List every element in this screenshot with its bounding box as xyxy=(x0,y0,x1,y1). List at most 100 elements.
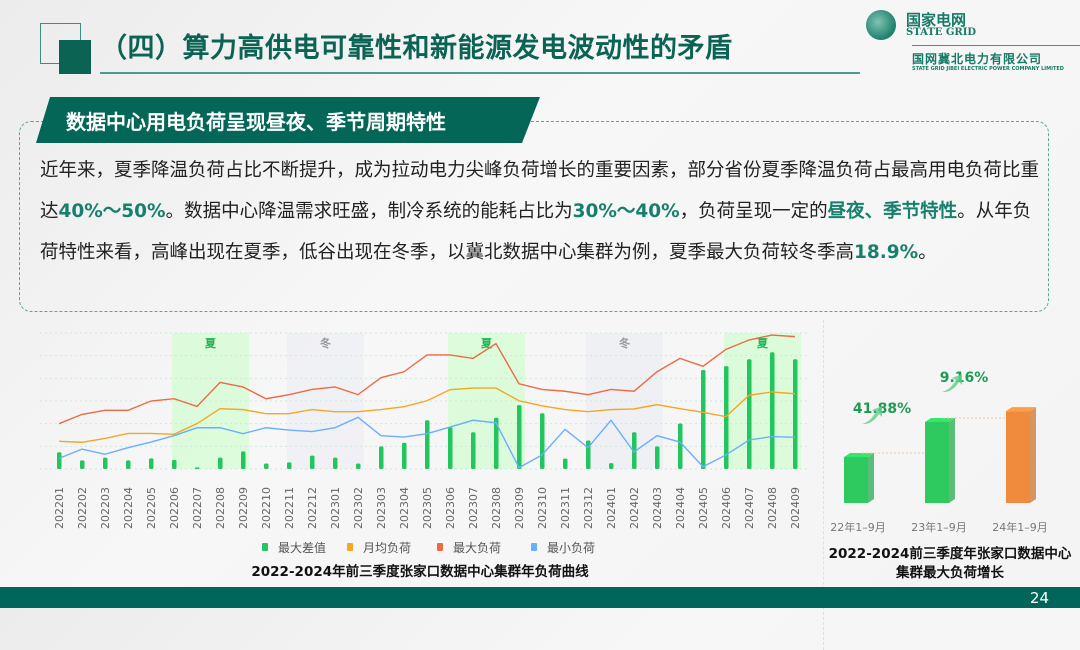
bar-max-diff xyxy=(149,458,154,469)
season-label: 冬 xyxy=(320,336,331,350)
bar-max-diff xyxy=(310,455,315,469)
x-tick-label: 202202 xyxy=(76,487,89,529)
bar-max-diff xyxy=(333,457,338,469)
x-tick-label: 202206 xyxy=(168,487,181,529)
x-tick-label: 202204 xyxy=(122,487,135,529)
paragraph-text: ，负荷呈现一定的 xyxy=(679,201,828,222)
bar-max-diff xyxy=(724,366,729,469)
x-tick-label: 202212 xyxy=(306,487,319,529)
x-tick-label: 202305 xyxy=(421,487,434,529)
bar-max-diff xyxy=(494,417,499,469)
paragraph-text: 。 xyxy=(918,242,937,263)
x-tick-label: 202209 xyxy=(237,487,250,529)
load-curve-chart: 夏 冬 夏 冬 夏 202201 202202 202203 202204 202205 20220… xyxy=(40,332,810,555)
bar-max-diff xyxy=(540,413,545,469)
x-tick-label: 202208 xyxy=(214,487,227,529)
season-label: 夏 xyxy=(757,337,769,350)
x-tick-label: 202407 xyxy=(743,487,756,529)
highlight-text: 40%～50% xyxy=(58,201,166,222)
chart2-title: 2022-2024前三季度年张家口数据中心集群最大负荷增长 xyxy=(828,546,1072,581)
bar-max-diff xyxy=(402,442,407,469)
x-tick-label: 202211 xyxy=(283,487,296,529)
bar-max-diff xyxy=(356,463,361,469)
bar-front xyxy=(925,422,949,503)
x-tick-label: 202303 xyxy=(375,487,388,529)
x-tick-label: 202402 xyxy=(628,487,641,529)
bar-max-diff xyxy=(425,420,430,469)
bar-max-diff xyxy=(218,457,223,469)
bar-front xyxy=(844,457,868,503)
x-tick-label: 202301 xyxy=(329,487,342,529)
bar-side xyxy=(949,418,955,503)
x-tick-label: 24年1–9月 xyxy=(992,520,1048,534)
bar-max-diff xyxy=(57,452,62,469)
bar-max-diff xyxy=(195,467,200,469)
bar-max-diff xyxy=(80,460,85,469)
x-tick-label: 202406 xyxy=(720,487,733,529)
legend-label: 最大差值 xyxy=(278,540,326,555)
logo-divider xyxy=(912,45,1080,46)
x-tick-label: 202311 xyxy=(559,487,572,529)
header-decor-square-filled xyxy=(59,40,91,74)
logo-cn: 国家电网 xyxy=(906,11,967,29)
bar-top xyxy=(1006,407,1036,412)
x-tick-label: 202403 xyxy=(651,487,664,529)
highlight-text: 30%～40% xyxy=(572,201,680,222)
text-box xyxy=(19,121,1049,312)
bar-max-diff xyxy=(655,446,660,469)
bar-max-diff xyxy=(264,463,269,469)
x-tick-label: 202302 xyxy=(352,487,365,529)
legend-swatch xyxy=(437,543,443,551)
x-tick-label: 202405 xyxy=(697,487,710,529)
bar-front xyxy=(1006,411,1030,503)
season-label: 夏 xyxy=(481,337,493,350)
chart-divider xyxy=(823,320,824,650)
growth-arrow-icon xyxy=(862,406,882,425)
section-paragraph: 近年来，夏季降温负荷占比不断提升，成为拉动电力尖峰负荷增长的重要因素，部分省份夏… xyxy=(40,150,1040,273)
bar-max-diff xyxy=(747,359,752,469)
logo-en: STATE GRID xyxy=(906,27,977,38)
x-tick-label: 202401 xyxy=(605,487,618,529)
legend-label: 月均负荷 xyxy=(363,541,411,555)
bar-max-diff xyxy=(172,459,177,469)
bar-max-diff xyxy=(448,427,453,469)
paragraph-text: 。从年负荷特性来看，高峰出现在夏季，低谷出现在冬季，以冀北数据中心集群为例，夏季… xyxy=(40,201,1032,263)
growth-percent: 9.16% xyxy=(940,370,989,386)
line-月均负荷 xyxy=(58,387,796,443)
bar-max-diff xyxy=(379,446,384,469)
legend-label: 最小负荷 xyxy=(547,541,595,555)
page-number: 24 xyxy=(1030,589,1050,607)
x-tick-label: 22年1–9月 xyxy=(830,520,886,534)
line-最小负荷 xyxy=(58,416,796,469)
paragraph-text: 。数据中心降温需求旺盛，制冷系统的能耗占比为 xyxy=(165,201,573,222)
x-tick-label: 202207 xyxy=(191,487,204,529)
bar-side xyxy=(1030,407,1036,503)
bar-top xyxy=(925,418,955,423)
bar-max-diff xyxy=(287,462,292,469)
state-grid-logo-icon xyxy=(866,10,896,40)
x-tick-label: 202310 xyxy=(536,487,549,529)
x-tick-label: 23年1–9月 xyxy=(911,520,967,534)
bar-max-diff xyxy=(770,352,775,469)
bar-max-diff xyxy=(793,359,798,469)
bar-max-diff xyxy=(103,457,108,469)
growth-arrow-icon xyxy=(942,374,962,393)
highlight-text: 18.9% xyxy=(854,242,919,263)
legend-label: 最大负荷 xyxy=(453,541,501,555)
bar-max-diff xyxy=(563,458,568,469)
legend-swatch xyxy=(531,543,537,551)
x-tick-label: 202201 xyxy=(53,487,66,529)
season-label: 夏 xyxy=(205,337,217,350)
x-tick-label: 202210 xyxy=(260,487,273,529)
legend-swatch xyxy=(347,543,353,551)
paragraph-text: 近年来，夏季降温负荷占比不断提升，成为拉动电力尖峰负荷增长的重要因素，部分省份夏… xyxy=(40,160,1040,222)
x-tick-label: 202307 xyxy=(467,487,480,529)
logo-company-en: STATE GRID JIBEI ELECTRIC POWER COMPANY … xyxy=(912,66,1064,72)
logo-company: 国网冀北电力有限公司 xyxy=(912,52,1043,66)
chart1-title: 2022-2024年前三季度张家口数据中心集群年负荷曲线 xyxy=(251,564,589,580)
page-title: （四）算力高供电可靠性和新能源发电波动性的矛盾 xyxy=(100,33,733,64)
x-tick-label: 202205 xyxy=(145,487,158,529)
x-tick-label: 202308 xyxy=(490,487,503,529)
title-underline xyxy=(100,72,860,74)
